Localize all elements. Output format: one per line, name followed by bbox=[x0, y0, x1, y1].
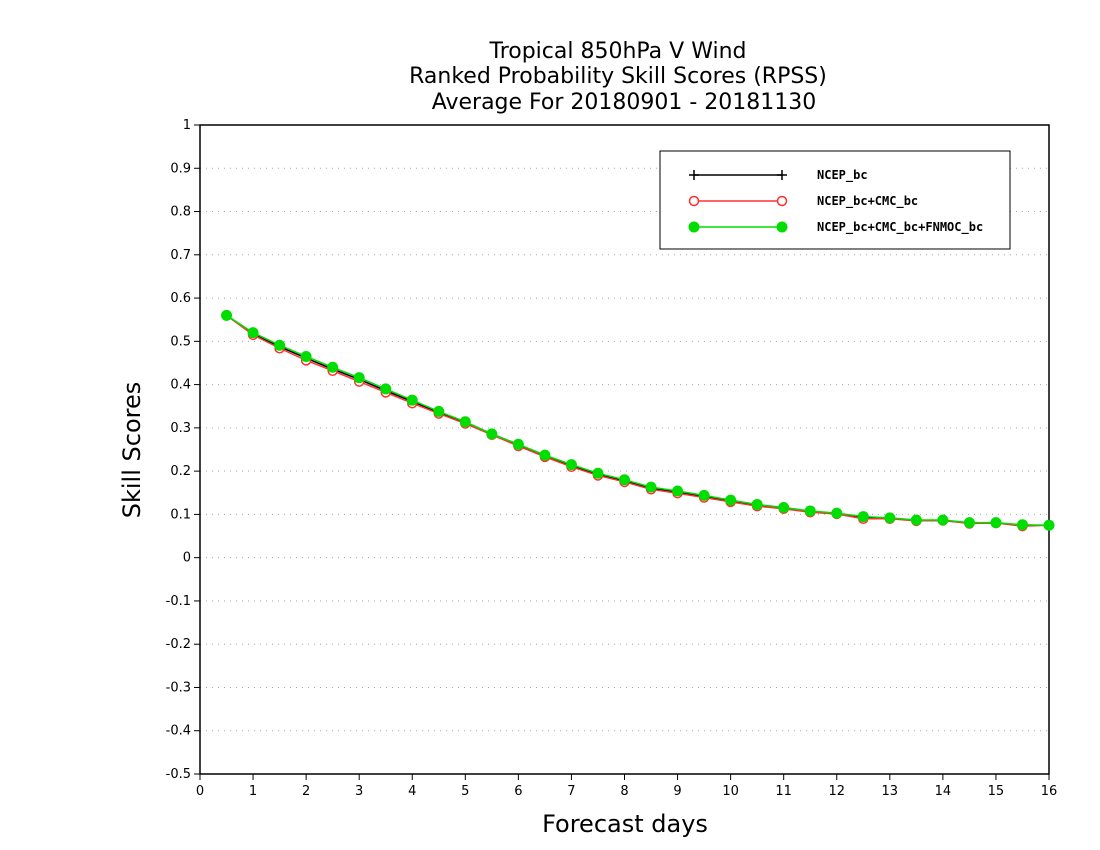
x-tick-label: 4 bbox=[408, 784, 416, 799]
chart-title-line-1: Tropical 850hPa V Wind bbox=[488, 39, 746, 64]
x-tick-label: 3 bbox=[355, 784, 363, 799]
filled-circle-marker bbox=[725, 494, 737, 506]
filled-circle-marker bbox=[751, 498, 763, 510]
y-tick-label: -0.4 bbox=[166, 724, 191, 739]
x-tick-label: 9 bbox=[673, 784, 681, 799]
filled-circle-marker bbox=[512, 438, 524, 450]
x-tick-label: 1 bbox=[249, 784, 257, 799]
filled-circle-marker bbox=[963, 517, 975, 529]
x-tick-label: 15 bbox=[988, 784, 1005, 799]
y-tick-label: 0.8 bbox=[170, 205, 191, 220]
y-tick-label: 0.5 bbox=[170, 334, 191, 349]
filled-circle-marker bbox=[831, 507, 843, 519]
y-tick-label: 0 bbox=[183, 551, 191, 566]
series-line bbox=[226, 314, 1050, 526]
chart-title-line-3: Average For 20180901 - 20181130 bbox=[432, 90, 817, 115]
legend-label: NCEP_bc+CMC_bc bbox=[817, 194, 918, 209]
filled-circle-marker bbox=[221, 309, 233, 321]
y-axis-title: Skill Scores bbox=[118, 382, 146, 519]
x-axis-title: Forecast days bbox=[542, 810, 708, 838]
x-tick-label: 2 bbox=[302, 784, 310, 799]
legend-label: NCEP_bc+CMC_bc+FNMOC_bc bbox=[817, 220, 983, 235]
filled-circle-marker bbox=[300, 350, 312, 362]
x-tick-label: 10 bbox=[722, 784, 739, 799]
y-tick-label: 0.2 bbox=[170, 464, 191, 479]
x-tick-label: 13 bbox=[882, 784, 899, 799]
filled-circle-marker bbox=[910, 514, 922, 526]
gridlines bbox=[200, 167, 1049, 732]
filled-circle-marker bbox=[857, 511, 869, 523]
y-tick-label: 0.6 bbox=[170, 291, 191, 306]
x-tick-label: 8 bbox=[620, 784, 628, 799]
filled-circle-marker bbox=[619, 474, 630, 486]
filled-circle-marker bbox=[274, 339, 286, 351]
filled-circle-marker bbox=[539, 449, 551, 461]
filled-circle-marker bbox=[459, 416, 471, 428]
x-tick-label: 16 bbox=[1041, 784, 1058, 799]
y-tick-label: -0.2 bbox=[166, 637, 191, 652]
open-circle-marker bbox=[688, 195, 700, 207]
filled-circle-marker bbox=[804, 505, 816, 517]
filled-circle-marker bbox=[698, 489, 710, 501]
legend-item: NCEP_bc bbox=[689, 168, 868, 183]
filled-circle-marker bbox=[937, 514, 949, 526]
filled-circle-marker bbox=[327, 361, 339, 373]
filled-circle-marker bbox=[406, 394, 418, 406]
filled-circle-marker bbox=[433, 405, 445, 417]
plus-marker bbox=[689, 170, 699, 180]
y-tick-label: -0.3 bbox=[166, 680, 191, 695]
filled-circle-marker bbox=[645, 481, 657, 493]
filled-circle-marker bbox=[247, 327, 259, 339]
series-2 bbox=[221, 310, 1055, 532]
x-tick-label: 5 bbox=[461, 784, 469, 799]
y-tick-label: 0.9 bbox=[170, 161, 191, 176]
filled-circle-marker bbox=[380, 383, 392, 395]
series-line bbox=[226, 314, 1049, 526]
filled-circle-marker bbox=[592, 467, 604, 479]
filled-circle-marker bbox=[672, 485, 684, 497]
filled-circle-marker bbox=[353, 372, 365, 384]
legend-item: NCEP_bc+CMC_bc+FNMOC_bc bbox=[688, 220, 983, 235]
y-tick-label: 0.1 bbox=[170, 507, 191, 522]
legend-label: NCEP_bc bbox=[817, 168, 868, 183]
y-tick-label: 0.7 bbox=[170, 248, 191, 263]
x-tick-label: 11 bbox=[775, 784, 792, 799]
x-tick-label: 12 bbox=[828, 784, 845, 799]
plus-marker bbox=[777, 170, 787, 180]
x-tick-label: 6 bbox=[514, 784, 522, 799]
series-1 bbox=[221, 310, 1054, 531]
x-tick-label: 7 bbox=[567, 784, 575, 799]
x-tick-label: 0 bbox=[196, 784, 204, 799]
y-tick-label: 0.4 bbox=[170, 378, 191, 393]
chart-title-line-2: Ranked Probability Skill Scores (RPSS) bbox=[409, 64, 827, 89]
filled-circle-marker bbox=[1016, 519, 1028, 531]
filled-circle-marker bbox=[688, 221, 700, 233]
filled-circle-marker bbox=[565, 459, 577, 471]
axis-ticks: 1 0.9 0.8 0.7 0.6 0.5 0.4 0.3 0.2 0.1 0 -0.1 -0.2 -0.… bbox=[166, 118, 1058, 799]
y-tick-label: -0.1 bbox=[166, 594, 191, 609]
open-circle-marker bbox=[776, 195, 788, 207]
legend: NCEP_bc NCEP_bc+CMC_bc NCEP_bc+CMC_bc+FNMO… bbox=[659, 150, 1011, 250]
filled-circle-marker bbox=[990, 517, 1002, 529]
filled-circle-marker bbox=[776, 221, 788, 233]
series-line bbox=[226, 314, 1050, 527]
filled-circle-marker bbox=[1043, 519, 1055, 531]
series-3 bbox=[221, 309, 1055, 531]
filled-circle-marker bbox=[778, 501, 790, 513]
y-tick-label: -0.5 bbox=[166, 767, 191, 782]
legend-box bbox=[659, 150, 1011, 250]
legend-item: NCEP_bc+CMC_bc bbox=[688, 194, 918, 209]
y-tick-label: 1 bbox=[183, 118, 191, 133]
filled-circle-marker bbox=[884, 512, 896, 524]
filled-circle-marker bbox=[486, 428, 498, 440]
series-lines bbox=[221, 309, 1055, 532]
x-tick-label: 14 bbox=[935, 784, 952, 799]
y-tick-label: 0.3 bbox=[170, 421, 191, 436]
